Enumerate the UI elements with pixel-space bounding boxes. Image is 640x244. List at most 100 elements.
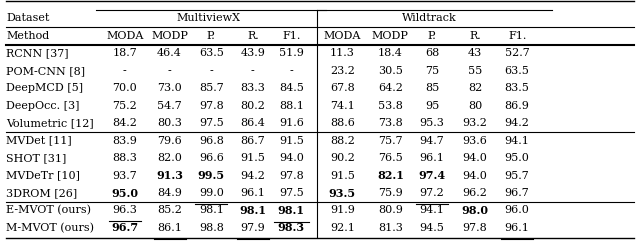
Text: 97.2: 97.2 xyxy=(420,188,444,198)
Text: 55: 55 xyxy=(468,66,482,76)
Text: MODA: MODA xyxy=(106,31,143,41)
Text: 73.0: 73.0 xyxy=(157,83,182,93)
Text: 96.7: 96.7 xyxy=(111,223,138,234)
Text: 95.3: 95.3 xyxy=(420,118,444,128)
Text: 94.5: 94.5 xyxy=(420,223,444,233)
Text: 91.9: 91.9 xyxy=(330,205,355,215)
Text: Volumetric [12]: Volumetric [12] xyxy=(6,118,94,128)
Text: 86.4: 86.4 xyxy=(241,118,265,128)
Text: 82.1: 82.1 xyxy=(377,170,404,181)
Text: 94.2: 94.2 xyxy=(241,171,265,181)
Text: 94.1: 94.1 xyxy=(420,205,444,215)
Text: 97.5: 97.5 xyxy=(199,118,223,128)
Text: 82.0: 82.0 xyxy=(157,153,182,163)
Text: 96.6: 96.6 xyxy=(199,153,223,163)
Text: 98.0: 98.0 xyxy=(461,205,488,216)
Text: 75.9: 75.9 xyxy=(378,188,403,198)
Text: 64.2: 64.2 xyxy=(378,83,403,93)
Text: MVDet [11]: MVDet [11] xyxy=(6,136,72,146)
Text: DeepMCD [5]: DeepMCD [5] xyxy=(6,83,84,93)
Text: 96.7: 96.7 xyxy=(505,188,529,198)
Text: 84.5: 84.5 xyxy=(279,83,303,93)
Text: 43.9: 43.9 xyxy=(241,48,265,58)
Text: 80: 80 xyxy=(468,101,482,111)
Text: 81.3: 81.3 xyxy=(378,223,403,233)
Text: 96.2: 96.2 xyxy=(463,188,487,198)
Text: R.: R. xyxy=(247,31,259,41)
Text: F1.: F1. xyxy=(282,31,300,41)
Text: 95.0: 95.0 xyxy=(111,188,138,199)
Text: Dataset: Dataset xyxy=(6,13,50,23)
Text: 30.5: 30.5 xyxy=(378,66,403,76)
Text: 63.5: 63.5 xyxy=(199,48,223,58)
Text: POM-CNN [8]: POM-CNN [8] xyxy=(6,66,86,76)
Text: -: - xyxy=(123,66,127,76)
Text: 99.5: 99.5 xyxy=(198,170,225,181)
Text: 83.9: 83.9 xyxy=(113,136,137,146)
Text: MVDeTr [10]: MVDeTr [10] xyxy=(6,171,81,181)
Text: MultiviewX: MultiviewX xyxy=(176,13,240,23)
Text: 94.0: 94.0 xyxy=(279,153,303,163)
Text: 88.2: 88.2 xyxy=(330,136,355,146)
Text: 97.8: 97.8 xyxy=(199,101,223,111)
Text: 80.9: 80.9 xyxy=(378,205,403,215)
Text: 91.5: 91.5 xyxy=(241,153,265,163)
Text: 54.7: 54.7 xyxy=(157,101,182,111)
Text: 93.2: 93.2 xyxy=(463,118,487,128)
Text: 76.5: 76.5 xyxy=(378,153,403,163)
Text: 98.3: 98.3 xyxy=(278,223,305,234)
Text: 80.3: 80.3 xyxy=(157,118,182,128)
Text: 91.5: 91.5 xyxy=(279,136,303,146)
Text: 93.5: 93.5 xyxy=(329,188,356,199)
Text: 83.3: 83.3 xyxy=(241,83,265,93)
Text: 88.1: 88.1 xyxy=(279,101,303,111)
Text: 63.5: 63.5 xyxy=(505,66,529,76)
Text: 23.2: 23.2 xyxy=(330,66,355,76)
Text: 86.7: 86.7 xyxy=(241,136,265,146)
Text: 51.9: 51.9 xyxy=(279,48,303,58)
Text: 75.2: 75.2 xyxy=(113,101,137,111)
Text: 88.3: 88.3 xyxy=(113,153,137,163)
Text: 97.5: 97.5 xyxy=(279,188,303,198)
Text: 75.7: 75.7 xyxy=(378,136,403,146)
Text: 91.3: 91.3 xyxy=(156,170,183,181)
Text: 94.7: 94.7 xyxy=(420,136,444,146)
Text: RCNN [37]: RCNN [37] xyxy=(6,48,69,58)
Text: 97.4: 97.4 xyxy=(419,170,445,181)
Text: 74.1: 74.1 xyxy=(330,101,355,111)
Text: 92.1: 92.1 xyxy=(330,223,355,233)
Text: 53.8: 53.8 xyxy=(378,101,403,111)
Text: 84.2: 84.2 xyxy=(113,118,137,128)
Text: P.: P. xyxy=(207,31,216,41)
Text: 95: 95 xyxy=(425,101,439,111)
Text: 88.6: 88.6 xyxy=(330,118,355,128)
Text: 75: 75 xyxy=(425,66,439,76)
Text: 96.3: 96.3 xyxy=(113,205,137,215)
Text: 82: 82 xyxy=(468,83,482,93)
Text: Wildtrack: Wildtrack xyxy=(403,13,457,23)
Text: 98.1: 98.1 xyxy=(239,205,266,216)
Text: 94.0: 94.0 xyxy=(463,171,487,181)
Text: -: - xyxy=(251,66,255,76)
Text: 83.5: 83.5 xyxy=(505,83,529,93)
Text: DeepOcc. [3]: DeepOcc. [3] xyxy=(6,101,80,111)
Text: E-MVOT (ours): E-MVOT (ours) xyxy=(6,205,92,216)
Text: 90.2: 90.2 xyxy=(330,153,355,163)
Text: 97.9: 97.9 xyxy=(241,223,265,233)
Text: 94.1: 94.1 xyxy=(505,136,529,146)
Text: 98.1: 98.1 xyxy=(199,205,223,215)
Text: MODP: MODP xyxy=(151,31,188,41)
Text: 94.0: 94.0 xyxy=(463,153,487,163)
Text: 43: 43 xyxy=(468,48,482,58)
Text: 96.1: 96.1 xyxy=(241,188,265,198)
Text: 91.6: 91.6 xyxy=(279,118,303,128)
Text: 84.9: 84.9 xyxy=(157,188,182,198)
Text: 11.3: 11.3 xyxy=(330,48,355,58)
Text: 68: 68 xyxy=(425,48,439,58)
Text: 94.2: 94.2 xyxy=(505,118,529,128)
Text: 86.9: 86.9 xyxy=(505,101,529,111)
Text: 80.2: 80.2 xyxy=(241,101,265,111)
Text: 93.6: 93.6 xyxy=(463,136,487,146)
Text: MODP: MODP xyxy=(372,31,409,41)
Text: 18.7: 18.7 xyxy=(113,48,137,58)
